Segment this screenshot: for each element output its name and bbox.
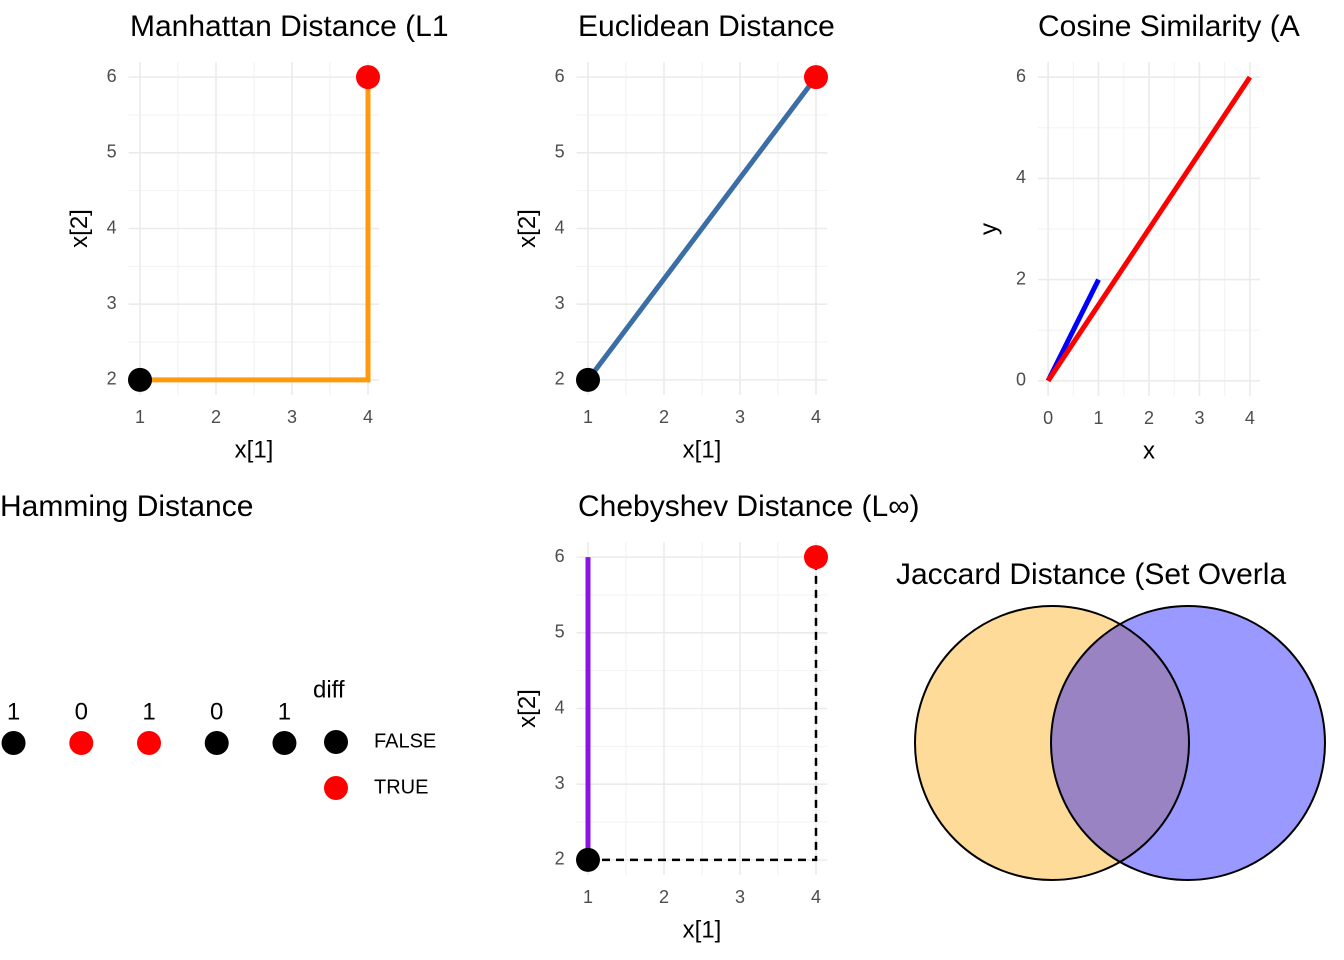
legend-key: [324, 776, 348, 800]
y-tick-label: 5: [107, 142, 117, 162]
value-label: 0: [210, 698, 223, 725]
point: [804, 65, 828, 90]
x-tick-label: 2: [659, 887, 669, 907]
set-outline: [1050, 605, 1326, 881]
legend-title: diff: [313, 676, 345, 703]
y-tick-label: 6: [107, 66, 117, 86]
y-tick-label: 2: [107, 369, 117, 389]
chart-title: Jaccard Distance (Set Overla: [896, 558, 1286, 591]
x-tick-label: 3: [1194, 408, 1204, 428]
y-tick-label: 5: [555, 622, 565, 642]
chart-title: Manhattan Distance (L1: [130, 10, 449, 43]
x-tick-label: 1: [135, 407, 145, 427]
point: [204, 731, 229, 755]
x-tick-label: 0: [1043, 408, 1053, 428]
x-tick-label: 1: [1094, 408, 1104, 428]
value-label: 1: [278, 698, 291, 725]
legend-key: [324, 730, 348, 754]
x-tick-label: 4: [811, 887, 821, 907]
x-axis-title: x[1]: [235, 436, 274, 463]
y-tick-label: 0: [1016, 370, 1026, 390]
x-axis-title: x[1]: [683, 916, 722, 943]
value-label: 1: [7, 698, 20, 725]
x-tick-label: 1: [583, 407, 593, 427]
value-label: 0: [75, 698, 88, 725]
x-axis-title: x[1]: [683, 436, 722, 463]
y-tick-label: 5: [555, 142, 565, 162]
point: [804, 545, 828, 570]
point: [69, 731, 94, 755]
chart-title: Chebyshev Distance (L∞): [578, 490, 920, 523]
x-tick-label: 3: [735, 887, 745, 907]
line: [586, 75, 818, 382]
y-tick-label: 4: [555, 697, 565, 717]
x-tick-label: 2: [1144, 408, 1154, 428]
y-tick-label: 3: [555, 293, 565, 313]
set-outline: [914, 605, 1190, 881]
y-tick-label: 2: [1016, 268, 1026, 288]
legend-label: TRUE: [374, 776, 428, 798]
x-axis-title: x: [1143, 437, 1155, 464]
x-tick-label: 2: [659, 407, 669, 427]
y-axis-title: x[2]: [514, 209, 541, 248]
y-axis-title: x[2]: [514, 689, 541, 728]
x-tick-label: 3: [287, 407, 297, 427]
y-axis-title: y: [975, 223, 1002, 235]
y-axis-title: x[2]: [66, 209, 93, 248]
point: [272, 731, 297, 755]
point: [356, 65, 380, 90]
point: [128, 367, 152, 392]
dashed-line: [588, 557, 818, 862]
y-tick-label: 2: [555, 849, 565, 869]
point: [576, 367, 600, 392]
point: [576, 847, 600, 872]
point: [1, 731, 26, 755]
line: [140, 77, 371, 383]
x-tick-label: 2: [211, 407, 221, 427]
y-tick-label: 3: [555, 773, 565, 793]
x-tick-label: 3: [735, 407, 745, 427]
y-tick-label: 4: [1016, 167, 1026, 187]
y-tick-label: 6: [555, 546, 565, 566]
value-label: 1: [142, 698, 155, 725]
y-tick-label: 4: [107, 217, 117, 237]
chart-title: Euclidean Distance: [578, 10, 835, 43]
x-tick-label: 4: [1245, 408, 1255, 428]
y-tick-label: 6: [1016, 66, 1026, 86]
y-tick-label: 4: [555, 217, 565, 237]
chart-title: Hamming Distance: [0, 490, 253, 523]
point: [137, 731, 161, 755]
line: [1046, 75, 1252, 383]
x-tick-label: 4: [363, 407, 373, 427]
legend-label: FALSE: [374, 730, 436, 752]
y-tick-label: 6: [555, 66, 565, 86]
y-tick-label: 3: [107, 293, 117, 313]
y-tick-label: 2: [555, 369, 565, 389]
chart-title: Cosine Similarity (A: [1038, 10, 1300, 43]
x-tick-label: 1: [583, 887, 593, 907]
x-tick-label: 4: [811, 407, 821, 427]
